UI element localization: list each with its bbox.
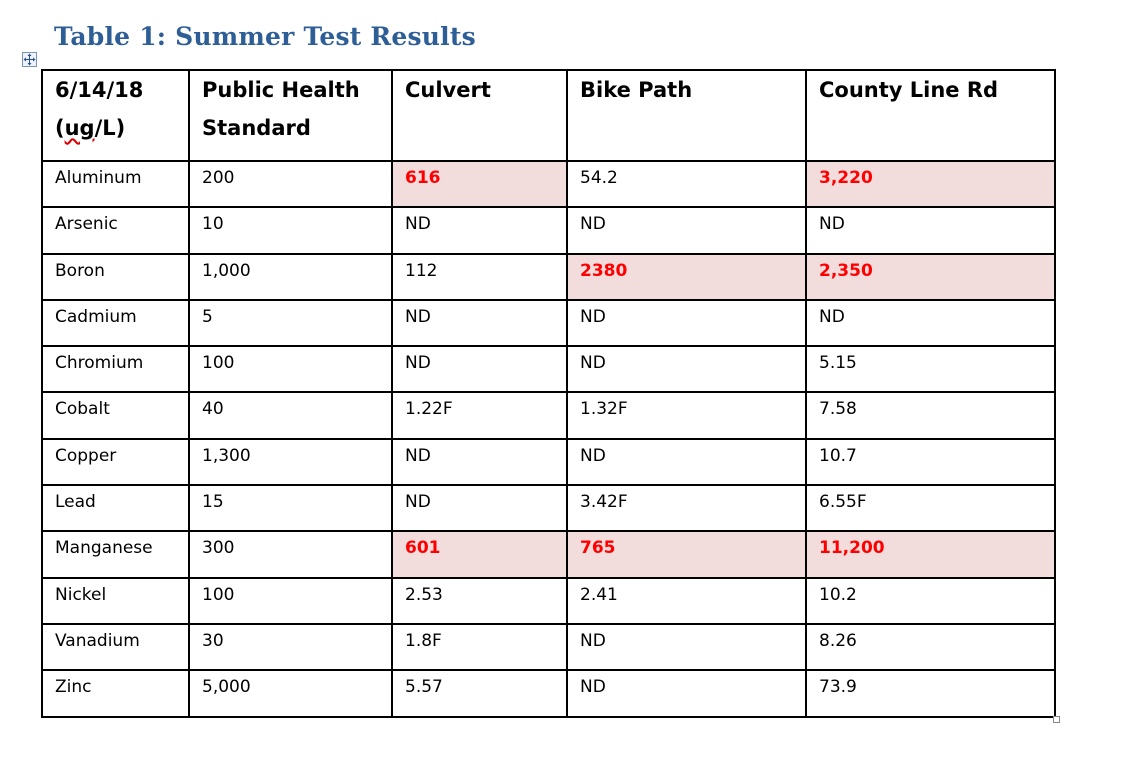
cell-county-line-rd[interactable]: 6.55F [805,484,1056,533]
header-row: 6/14/18 (ug/L) Public Health Standard Cu… [41,69,1056,162]
header-public-health-standard[interactable]: Public Health Standard [188,69,393,162]
header-units-close: /L) [94,116,126,140]
table-row: Copper 1,300 ND ND 10.7 [41,437,1056,487]
table-row: Cobalt 40 1.22F 1.32F 7.58 [41,391,1056,440]
cell-standard[interactable]: 1,000 [188,252,393,301]
cell-element[interactable]: Lead [41,484,190,533]
cell-county-line-rd[interactable]: ND [805,206,1056,255]
cell-standard[interactable]: 30 [188,622,393,672]
cell-standard[interactable]: 100 [188,345,393,394]
cell-element[interactable]: Copper [41,437,190,487]
table-row: Cadmium 5 ND ND ND [41,298,1056,348]
table-row: Vanadium 30 1.8F ND 8.26 [41,622,1056,672]
table-caption: Table 1: Summer Test Results [54,22,476,51]
table-resize-handle-icon[interactable] [1053,716,1060,723]
results-table: 6/14/18 (ug/L) Public Health Standard Cu… [41,69,1056,718]
cell-county-line-rd[interactable]: 10.2 [805,576,1056,625]
cell-bike-path[interactable]: 765 [566,530,807,579]
cell-culvert[interactable]: 616 [391,159,568,209]
cell-culvert[interactable]: ND [391,345,568,394]
cell-standard[interactable]: 10 [188,206,393,255]
cell-county-line-rd[interactable]: 10.7 [805,437,1056,487]
table-row: Arsenic 10 ND ND ND [41,206,1056,255]
header-date: 6/14/18 [55,78,144,102]
cell-culvert[interactable]: ND [391,484,568,533]
cell-bike-path[interactable]: ND [566,345,807,394]
cell-bike-path[interactable]: 1.32F [566,391,807,440]
cell-element[interactable]: Arsenic [41,206,190,255]
cell-element[interactable]: Manganese [41,530,190,579]
header-label: Bike Path [580,78,693,102]
cell-county-line-rd[interactable]: ND [805,298,1056,348]
cell-bike-path[interactable]: ND [566,298,807,348]
header-line2: Standard [202,116,311,140]
cell-standard[interactable]: 40 [188,391,393,440]
table-row: Aluminum 200 616 54.2 3,220 [41,159,1056,209]
cell-county-line-rd[interactable]: 2,350 [805,252,1056,301]
cell-standard[interactable]: 5,000 [188,669,393,718]
cell-culvert[interactable]: 2.53 [391,576,568,625]
cell-culvert[interactable]: ND [391,437,568,487]
table-row: Boron 1,000 112 2380 2,350 [41,252,1056,301]
header-county-line-rd[interactable]: County Line Rd [805,69,1056,162]
header-label: Culvert [405,78,491,102]
cell-culvert[interactable]: 1.8F [391,622,568,672]
cell-culvert[interactable]: 5.57 [391,669,568,718]
cell-standard[interactable]: 5 [188,298,393,348]
cell-culvert[interactable]: 601 [391,530,568,579]
header-bike-path[interactable]: Bike Path [566,69,807,162]
cell-culvert[interactable]: ND [391,206,568,255]
header-line1: Public Health [202,78,360,102]
cell-standard[interactable]: 15 [188,484,393,533]
cell-bike-path[interactable]: ND [566,669,807,718]
cell-culvert[interactable]: 112 [391,252,568,301]
cell-culvert[interactable]: 1.22F [391,391,568,440]
cell-element[interactable]: Nickel [41,576,190,625]
cell-bike-path[interactable]: 2.41 [566,576,807,625]
header-label: County Line Rd [819,78,999,102]
cell-standard[interactable]: 200 [188,159,393,209]
table-row: Chromium 100 ND ND 5.15 [41,345,1056,394]
cell-county-line-rd[interactable]: 7.58 [805,391,1056,440]
header-date-units[interactable]: 6/14/18 (ug/L) [41,69,190,162]
header-units-spellcheck: ug [64,116,95,140]
table-body: Aluminum 200 616 54.2 3,220 Arsenic 10 ND ND ND Bo… [41,159,1056,718]
cell-county-line-rd[interactable]: 3,220 [805,159,1056,209]
header-culvert[interactable]: Culvert [391,69,568,162]
cell-county-line-rd[interactable]: 8.26 [805,622,1056,672]
cell-county-line-rd[interactable]: 11,200 [805,530,1056,579]
cell-county-line-rd[interactable]: 73.9 [805,669,1056,718]
table-row: Manganese 300 601 765 11,200 [41,530,1056,579]
header-units-open: ( [55,116,65,140]
cell-element[interactable]: Aluminum [41,159,190,209]
cell-bike-path[interactable]: 3.42F [566,484,807,533]
table-row: Zinc 5,000 5.57 ND 73.9 [41,669,1056,718]
cell-element[interactable]: Boron [41,252,190,301]
table-move-handle-icon[interactable] [22,52,37,67]
table-row: Lead 15 ND 3.42F 6.55F [41,484,1056,533]
cell-element[interactable]: Zinc [41,669,190,718]
cell-bike-path[interactable]: 54.2 [566,159,807,209]
cell-standard[interactable]: 300 [188,530,393,579]
cell-element[interactable]: Cobalt [41,391,190,440]
cell-element[interactable]: Chromium [41,345,190,394]
cell-bike-path[interactable]: ND [566,437,807,487]
cell-bike-path[interactable]: 2380 [566,252,807,301]
cell-element[interactable]: Vanadium [41,622,190,672]
cell-bike-path[interactable]: ND [566,206,807,255]
cell-county-line-rd[interactable]: 5.15 [805,345,1056,394]
cell-standard[interactable]: 100 [188,576,393,625]
cell-standard[interactable]: 1,300 [188,437,393,487]
cell-bike-path[interactable]: ND [566,622,807,672]
cell-culvert[interactable]: ND [391,298,568,348]
cell-element[interactable]: Cadmium [41,298,190,348]
table-row: Nickel 100 2.53 2.41 10.2 [41,576,1056,625]
